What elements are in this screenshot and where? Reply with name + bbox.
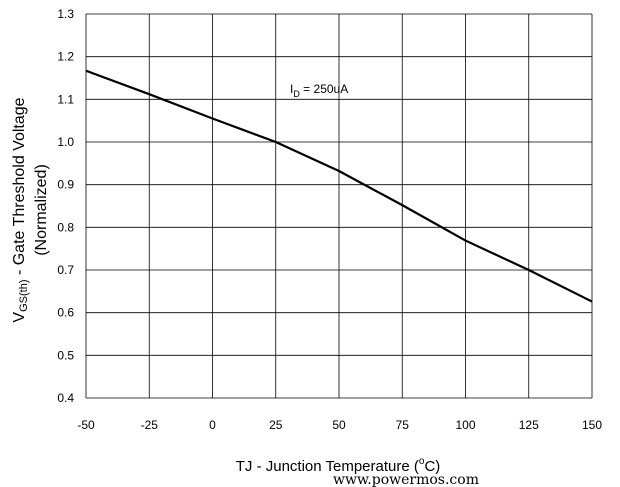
x-tick-label: 0	[209, 418, 216, 432]
series-layer	[85, 69, 593, 303]
y-tick-label: 0.5	[57, 348, 74, 362]
x-tick-label: 75	[396, 418, 410, 432]
series-line	[85, 69, 593, 303]
y-tick-label: 0.4	[57, 391, 74, 405]
y-tick-labels: 0.4 0.5 0.6 0.7 0.8 0.9 1.0 1.1 1.2 1.3	[57, 7, 74, 405]
x-tick-label: -50	[77, 418, 95, 432]
grid	[85, 13, 593, 399]
annotation: ID = 250uA	[290, 82, 348, 99]
y-axis-label-line2: (Normalized)	[33, 164, 50, 256]
x-tick-label: 150	[582, 418, 602, 432]
y-tick-label: 0.8	[57, 220, 74, 234]
x-tick-label: 125	[519, 418, 539, 432]
y-tick-label: 1.0	[57, 135, 74, 149]
watermark: www.powermos.com	[333, 472, 479, 487]
y-tick-label: 0.9	[57, 178, 74, 192]
y-tick-label: 1.1	[57, 92, 74, 106]
y-tick-label: 1.3	[57, 7, 74, 21]
x-tick-label: 100	[455, 418, 475, 432]
x-tick-label: -25	[141, 418, 159, 432]
y-axis-label-line1: VGS(th) - Gate Threshold Voltage	[11, 97, 30, 322]
x-axis-label: TJ - Junction Temperature (oC)	[236, 456, 441, 475]
y-tick-label: 1.2	[57, 50, 74, 64]
x-tick-label: 50	[332, 418, 346, 432]
x-tick-label: 25	[269, 418, 283, 432]
x-tick-labels: -50 -25 0 25 50 75 100 125 150	[77, 418, 602, 432]
y-tick-label: 0.7	[57, 263, 74, 277]
y-axis-label: VGS(th) - Gate Threshold Voltage (Normal…	[11, 97, 50, 322]
y-tick-label: 0.6	[57, 306, 74, 320]
